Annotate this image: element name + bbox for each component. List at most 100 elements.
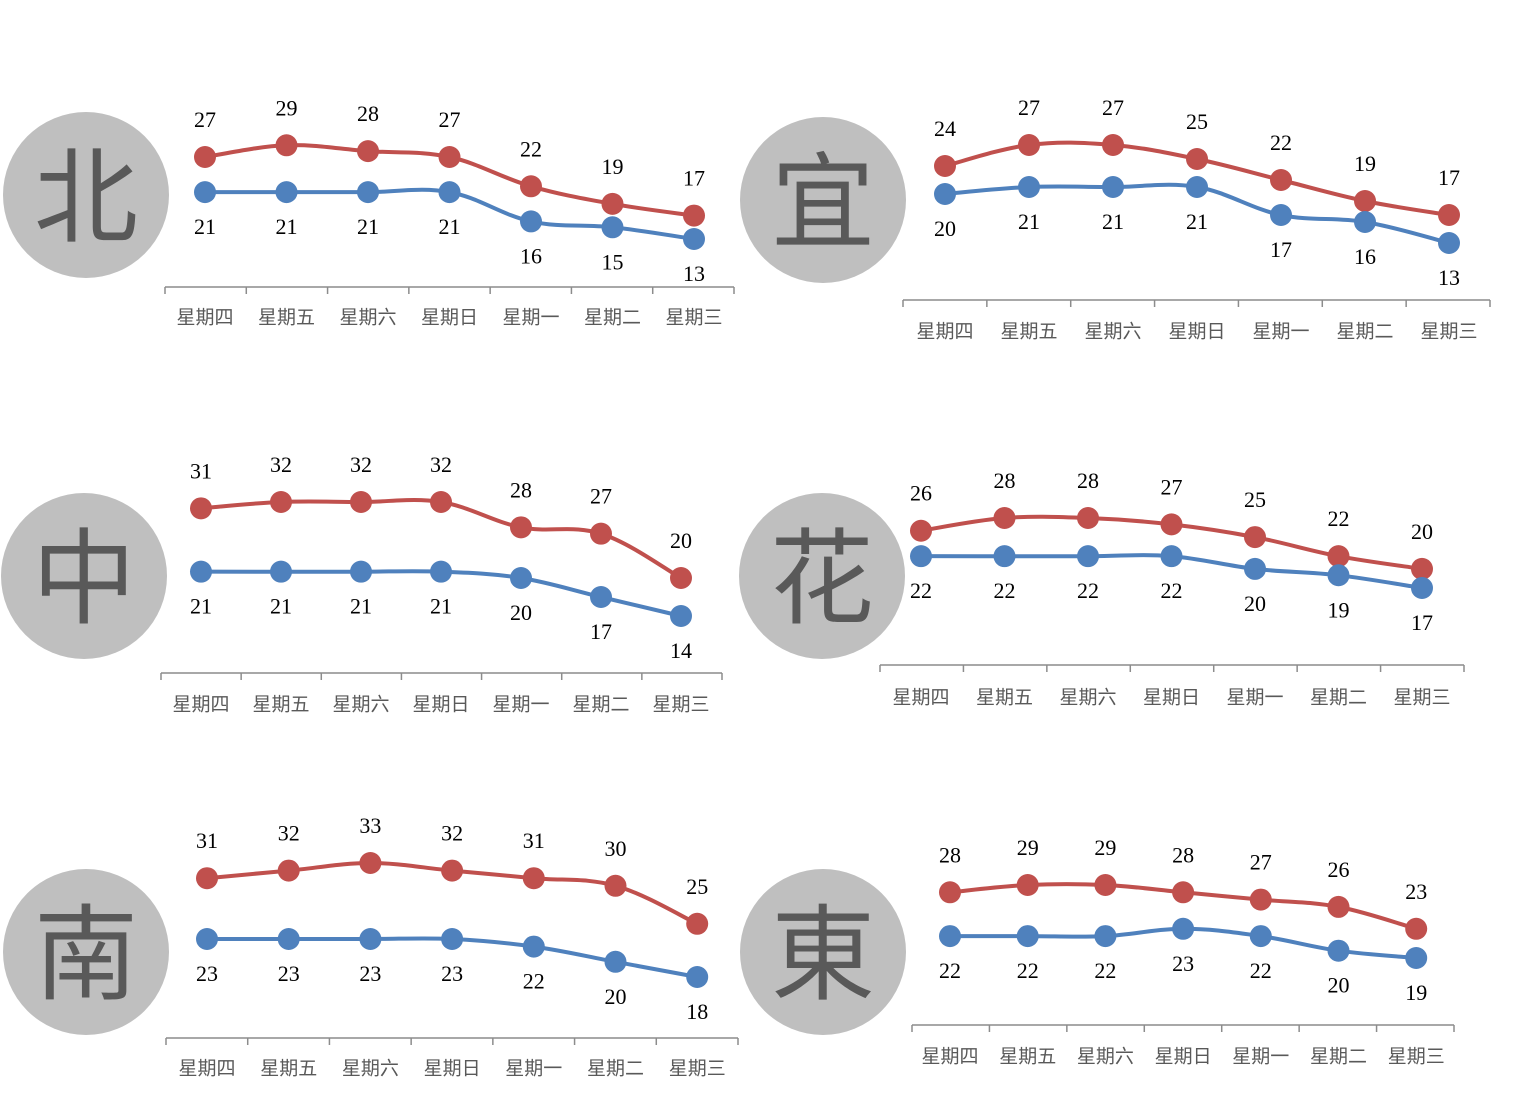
low-data-label: 21 — [430, 594, 452, 619]
region-badge-label: 花 — [769, 518, 874, 640]
low-data-label: 23 — [196, 961, 218, 986]
low-data-label: 21 — [357, 214, 379, 239]
low-data-label: 21 — [194, 214, 216, 239]
x-tick-label: 星期四 — [892, 687, 949, 709]
high-data-label: 32 — [350, 452, 372, 477]
high-data-point — [196, 867, 218, 890]
high-data-label: 31 — [196, 828, 218, 853]
high-data-label: 27 — [1018, 95, 1040, 120]
low-data-point — [270, 560, 292, 583]
high-data-point — [190, 497, 212, 520]
region-badge-label: 北 — [33, 137, 138, 259]
low-data-label: 19 — [1405, 980, 1427, 1005]
x-tick-label: 星期六 — [339, 307, 396, 329]
high-data-label: 22 — [520, 136, 542, 161]
high-data-point — [275, 134, 298, 157]
high-data-point — [590, 522, 612, 545]
high-data-label: 28 — [357, 101, 379, 126]
low-data-point — [1270, 204, 1292, 226]
x-tick-label: 星期四 — [921, 1046, 978, 1068]
low-data-point — [1438, 232, 1460, 254]
x-tick-label: 星期五 — [252, 694, 309, 716]
low-data-point — [993, 545, 1016, 568]
low-data-label: 13 — [1438, 265, 1460, 290]
low-data-point — [601, 216, 624, 239]
x-tick-label: 星期一 — [505, 1058, 562, 1080]
high-data-point — [520, 175, 542, 198]
x-tick-label: 星期二 — [1336, 321, 1393, 343]
high-data-label: 20 — [670, 528, 692, 553]
region-badge: 宜 — [740, 117, 906, 283]
high-data-label: 20 — [1411, 519, 1433, 544]
x-tick-label: 星期日 — [412, 694, 469, 716]
low-data-point — [604, 950, 627, 973]
low-data-label: 21 — [1018, 209, 1040, 234]
low-data-label: 13 — [683, 261, 705, 286]
x-tick-label: 星期一 — [1252, 321, 1309, 343]
high-data-point — [1102, 134, 1124, 156]
high-data-point — [1094, 874, 1117, 896]
region-badge: 東 — [740, 869, 906, 1035]
low-data-label: 22 — [1161, 578, 1183, 603]
x-tick-label: 星期三 — [1420, 321, 1477, 343]
high-data-point — [510, 516, 532, 539]
region-badge: 花 — [739, 493, 905, 659]
low-data-point — [1405, 947, 1428, 969]
high-data-label: 17 — [683, 166, 705, 191]
high-data-label: 25 — [1186, 109, 1208, 134]
low-data-label: 20 — [934, 216, 956, 241]
low-data-point — [194, 181, 216, 204]
x-tick-label: 星期三 — [669, 1058, 726, 1080]
low-data-label: 20 — [510, 600, 532, 625]
low-data-point — [683, 228, 705, 250]
high-data-point — [1411, 557, 1433, 580]
high-data-point — [670, 567, 692, 589]
x-tick-label: 星期一 — [492, 694, 549, 716]
low-data-point — [1249, 925, 1272, 948]
high-data-label: 24 — [934, 116, 956, 141]
high-data-point — [1186, 148, 1208, 170]
low-data-point — [670, 605, 692, 627]
high-data-point — [1438, 204, 1460, 226]
x-tick-label: 星期二 — [1310, 1046, 1367, 1068]
x-tick-label: 星期日 — [424, 1058, 481, 1080]
low-data-label: 21 — [276, 214, 298, 239]
low-data-point — [430, 560, 452, 583]
low-data-label: 17 — [1270, 237, 1292, 262]
high-data-point — [277, 859, 300, 882]
low-data-label: 14 — [670, 638, 692, 663]
x-tick-label: 星期六 — [332, 694, 389, 716]
x-tick-label: 星期六 — [1077, 1046, 1134, 1068]
low-data-point — [357, 181, 379, 204]
low-data-point — [1016, 925, 1039, 948]
x-tick-label: 星期日 — [1155, 1046, 1212, 1068]
low-data-point — [359, 928, 382, 950]
high-data-label: 29 — [1094, 835, 1116, 860]
high-data-label: 27 — [1250, 850, 1272, 875]
low-data-point — [350, 560, 372, 583]
high-data-point — [1016, 874, 1039, 896]
x-tick-label: 星期六 — [1059, 687, 1116, 709]
low-data-point — [1094, 925, 1117, 948]
x-tick-label: 星期日 — [1143, 687, 1200, 709]
high-data-label: 29 — [276, 95, 298, 120]
x-tick-label: 星期五 — [260, 1058, 317, 1080]
high-data-point — [601, 192, 624, 215]
high-data-label: 22 — [1328, 506, 1350, 531]
low-data-label: 18 — [686, 999, 708, 1024]
x-tick-label: 星期一 — [1232, 1046, 1289, 1068]
low-data-point — [190, 560, 212, 583]
low-data-point — [1172, 917, 1195, 940]
high-data-point — [1160, 513, 1183, 536]
low-data-label: 20 — [1244, 591, 1266, 616]
region-badge-label: 中 — [31, 518, 136, 640]
low-data-label: 21 — [1102, 209, 1124, 234]
x-tick-label: 星期三 — [1388, 1046, 1445, 1068]
x-tick-label: 星期四 — [916, 321, 973, 343]
high-data-label: 22 — [1270, 130, 1292, 155]
high-data-label: 26 — [910, 481, 932, 506]
high-data-label: 19 — [1354, 151, 1376, 176]
